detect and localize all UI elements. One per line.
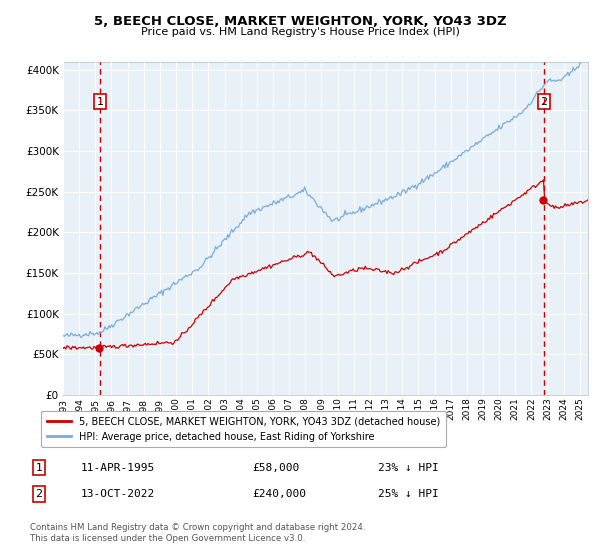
Text: 23% ↓ HPI: 23% ↓ HPI bbox=[378, 463, 439, 473]
Text: Contains HM Land Registry data © Crown copyright and database right 2024.
This d: Contains HM Land Registry data © Crown c… bbox=[30, 524, 365, 543]
Legend: 5, BEECH CLOSE, MARKET WEIGHTON, YORK, YO43 3DZ (detached house), HPI: Average p: 5, BEECH CLOSE, MARKET WEIGHTON, YORK, Y… bbox=[41, 411, 446, 447]
Text: 2: 2 bbox=[35, 489, 43, 499]
Text: 2: 2 bbox=[541, 96, 548, 106]
Text: 11-APR-1995: 11-APR-1995 bbox=[81, 463, 155, 473]
Text: 1: 1 bbox=[35, 463, 43, 473]
Text: 13-OCT-2022: 13-OCT-2022 bbox=[81, 489, 155, 499]
Text: £58,000: £58,000 bbox=[252, 463, 299, 473]
Text: 25% ↓ HPI: 25% ↓ HPI bbox=[378, 489, 439, 499]
Text: Price paid vs. HM Land Registry's House Price Index (HPI): Price paid vs. HM Land Registry's House … bbox=[140, 27, 460, 38]
Text: 5, BEECH CLOSE, MARKET WEIGHTON, YORK, YO43 3DZ: 5, BEECH CLOSE, MARKET WEIGHTON, YORK, Y… bbox=[94, 15, 506, 28]
Text: 1: 1 bbox=[97, 96, 103, 106]
Text: £240,000: £240,000 bbox=[252, 489, 306, 499]
